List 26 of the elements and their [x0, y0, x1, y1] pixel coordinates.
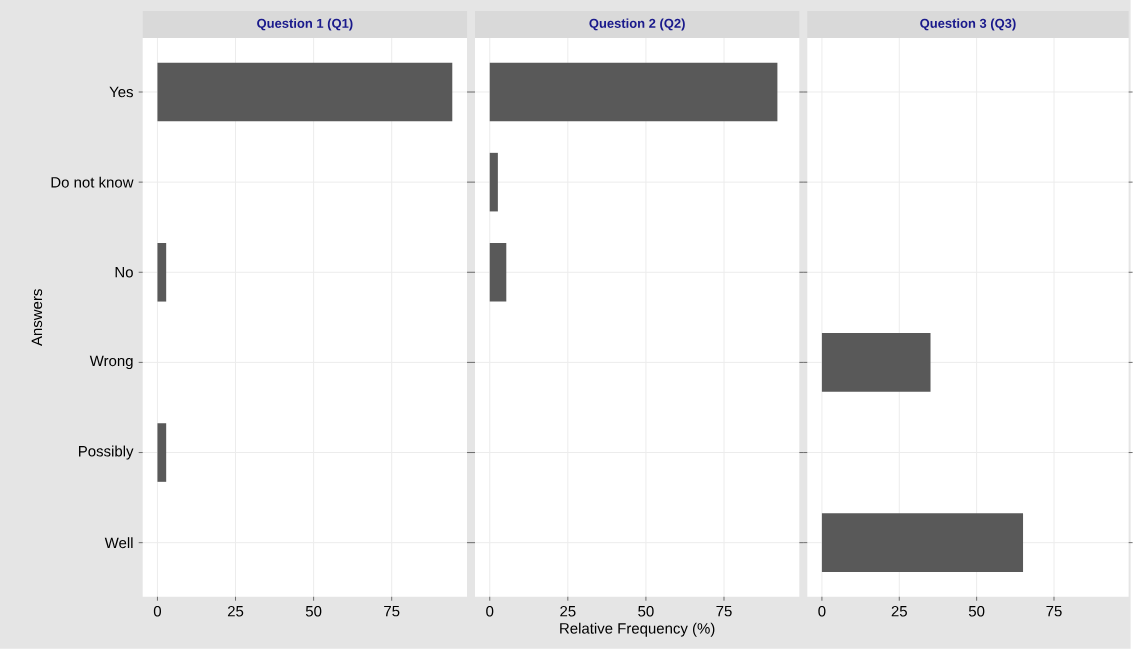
x-tick-label: 0: [153, 606, 162, 617]
bar: [489, 243, 507, 302]
y-tick-label: No: [115, 267, 133, 278]
x-tick-label: 75: [716, 606, 732, 617]
chart-title: Question 2 (Q2): [589, 18, 685, 31]
y-tick-label: Possibly: [79, 445, 134, 460]
x-tick-label: 50: [968, 606, 985, 617]
x-tick-label: 75: [384, 606, 400, 617]
y-tick-label: Well: [104, 537, 133, 549]
x-tick-label: 25: [227, 606, 244, 617]
x-tick-label: 50: [638, 606, 654, 617]
x-axis-title: Relative Frequency (%): [560, 622, 715, 637]
y-tick-label: Yes: [109, 86, 133, 98]
x-tick-label: 25: [560, 606, 576, 617]
x-tick-label: 0: [818, 606, 826, 617]
bar: [489, 153, 498, 212]
x-tick-label: 0: [486, 606, 494, 617]
y-axis-title: Answers: [31, 289, 43, 347]
y-tick-label: Do not know: [51, 176, 134, 188]
y-tick-label: Wrong: [89, 355, 133, 370]
x-tick-label: 25: [891, 606, 907, 617]
x-tick-label: 75: [1046, 606, 1062, 617]
x-tick-label: 50: [305, 606, 322, 617]
bar: [489, 62, 778, 122]
chart-title: Question 1 (Q1): [257, 18, 353, 31]
chart-title: Question 3 (Q3): [920, 18, 1016, 31]
